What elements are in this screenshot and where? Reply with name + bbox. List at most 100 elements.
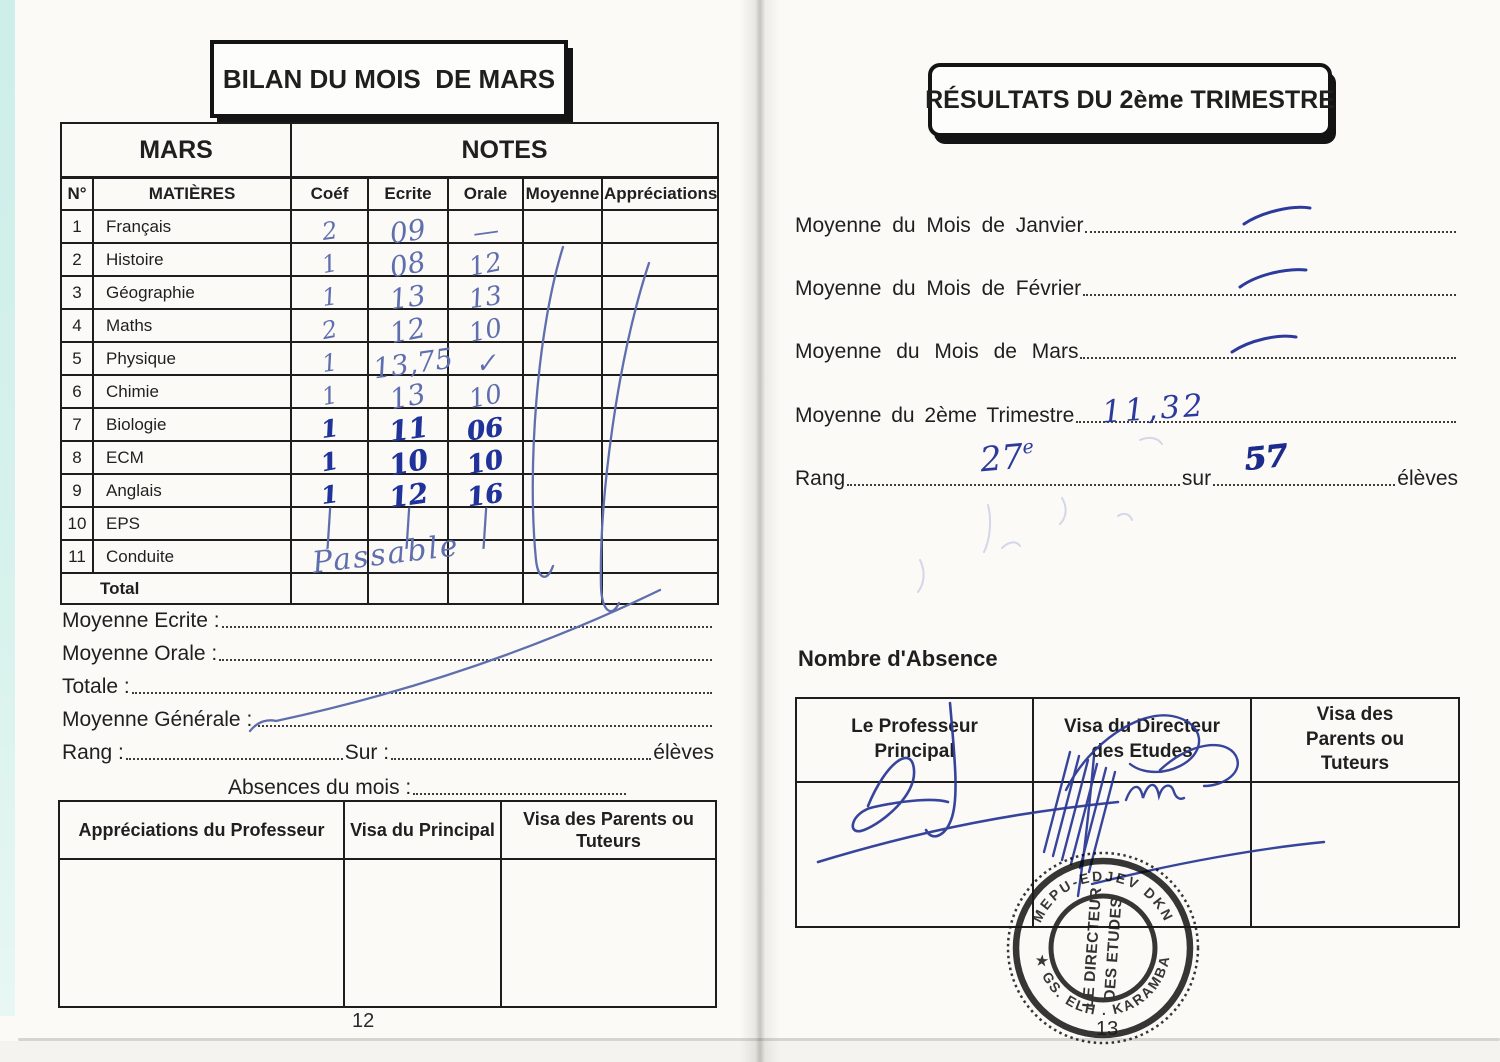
cell-orale: ✓: [447, 341, 525, 380]
cell-num: 9: [60, 473, 94, 508]
column-header-matieres: MATIÈRES: [91, 176, 293, 211]
signature-row: [795, 781, 1460, 929]
handwritten-coef: 1: [319, 412, 340, 445]
cell-subject: Histoire: [91, 242, 293, 277]
grades-table: MARS NOTES N° MATIÈRES Coéf Ecrite Orale…: [59, 122, 720, 605]
cell-coef: 2: [290, 308, 370, 346]
handwritten-coef: 1: [320, 282, 340, 312]
left-page-number: 12: [352, 1010, 375, 1032]
moyenne-orale-label: Moyenne Orale :: [62, 642, 218, 665]
column-header-orale: Orale: [447, 176, 525, 211]
cell-ecrite: 12: [367, 473, 450, 514]
cell-appreciations: [601, 440, 720, 475]
rang-number: 27: [978, 436, 1025, 481]
appreciations-cell: [58, 858, 345, 1008]
handwritten-coef: 1: [320, 348, 340, 378]
cell-appreciations: [601, 374, 720, 409]
rang-label: Rang :: [62, 741, 124, 764]
page-title: RÉSULTATS DU 2ème TRIMESTRE: [925, 85, 1335, 114]
handwritten-coef: 1: [319, 380, 340, 412]
header-visa-directeur: Visa du Directeur des Etudes: [1032, 696, 1252, 784]
moyenne-mars-label: Moyenne du Mois de Mars: [795, 340, 1079, 363]
cell-ecrite: 11: [367, 407, 450, 448]
cell-subject: Chimie: [91, 374, 293, 409]
svg-text:★ GS. ELH . KARAMBA: ★ GS. ELH . KARAMBA: [1033, 953, 1173, 1018]
header-professeur-principal: Le Professeur Principal: [795, 696, 1034, 784]
cell-orale: 16: [447, 473, 525, 513]
month-group-header: MARS: [59, 122, 293, 179]
cell-orale: 12: [447, 242, 525, 282]
dotted-rule: [125, 758, 343, 760]
rang-ordinal-suffix: e: [1021, 435, 1035, 459]
cell-appreciations: [601, 308, 720, 343]
cell-moyenne: [522, 209, 604, 244]
column-header-moyenne: Moyenne: [522, 176, 604, 211]
moyenne-ecrite-line: Moyenne Ecrite :: [62, 609, 714, 633]
cell-appreciations: [601, 275, 720, 310]
cell-orale: 10: [447, 374, 525, 414]
column-header-coef: Coéf: [290, 176, 370, 211]
cell-appreciations: [601, 209, 720, 244]
moyenne-generale-label: Moyenne Générale :: [62, 708, 253, 731]
dotted-rule: [847, 484, 1180, 486]
handwritten-coef: 2: [319, 314, 340, 346]
moyenne-generale-line: Moyenne Générale :: [62, 708, 714, 732]
column-header-ecrite: Ecrite: [367, 176, 450, 211]
handwritten-coef: 1: [318, 445, 341, 478]
cell-subject: Conduite: [91, 539, 293, 574]
subject-row: 5 Physique 1 13,75 ✓: [60, 341, 720, 385]
directeur-signature-cell: [1032, 781, 1252, 929]
cell-coef: 1: [290, 407, 370, 445]
right-page-title-box: RÉSULTATS DU 2ème TRIMESTRE: [925, 63, 1335, 137]
cell-appreciations: [601, 407, 720, 442]
dotted-rule: [219, 659, 712, 661]
header-visa-principal: Visa du Principal: [343, 800, 502, 860]
dotted-rule: [1085, 231, 1456, 233]
subject-row: 6 Chimie 1 13 10: [60, 374, 720, 416]
right-page-number: 13: [1096, 1018, 1119, 1040]
cell-num: 1: [60, 209, 94, 244]
subject-row: 1 Français 2 09 —: [60, 209, 720, 250]
rang-line-left: Rang : Sur : élèves: [62, 741, 714, 765]
stamp-ring-text-bottom: ★ GS. ELH . KARAMBA: [1033, 953, 1171, 1018]
cell-num: 11: [60, 539, 94, 574]
cell-orale: —: [447, 209, 525, 249]
header-row: Appréciations du Professeur Visa du Prin…: [58, 800, 717, 860]
cell-coef: /: [290, 499, 370, 556]
cell-orale: /: [447, 499, 525, 556]
absence-heading: Nombre d'Absence: [798, 646, 998, 671]
total-moyenne-cell: [522, 572, 604, 605]
cell-subject: Français: [91, 209, 293, 244]
left-page-title-box: BILAN DU MOIS DE MARS: [210, 40, 568, 118]
moyenne-ecrite-label: Moyenne Ecrite :: [62, 609, 220, 632]
absences-line: Absences du mois :: [228, 776, 628, 800]
column-header-appreciations: Appréciations: [601, 176, 720, 211]
header-visa-parents: Visa des Parents ou Tuteurs: [1250, 696, 1460, 784]
header-visa-parents: Visa des Parents ou Tuteurs: [500, 800, 717, 860]
handwritten-orale: —: [470, 214, 501, 249]
moyenne-trimestre-label: Moyenne du 2ème Trimestre: [795, 404, 1075, 427]
totale-label: Totale :: [62, 675, 130, 698]
absences-label: Absences du mois :: [228, 776, 412, 799]
handwritten-orale: ✓: [472, 347, 499, 380]
subject-row: 4 Maths 2 12 10: [60, 308, 720, 350]
cell-orale: 06: [447, 407, 525, 447]
cell-ecrite: 13: [367, 374, 450, 416]
cell-moyenne: [522, 440, 604, 475]
cell-ecrite: 12: [367, 308, 450, 350]
cell-coef: 1: [290, 374, 370, 412]
cell-coef: 1: [290, 242, 370, 279]
cell-moyenne: [522, 341, 604, 376]
cell-moyenne: [522, 374, 604, 409]
eleves-label: élèves: [653, 741, 714, 764]
subject-row: 10 EPS / / /: [60, 499, 720, 556]
scanner-background: [0, 1041, 1500, 1062]
rang-label: Rang: [795, 467, 846, 490]
cell-coef: 1: [290, 275, 370, 312]
cell-subject: Biologie: [91, 407, 293, 442]
cell-orale: [447, 539, 525, 574]
moyenne-janvier-label: Moyenne du Mois de Janvier: [795, 214, 1084, 237]
cell-ecrite: 13,75: [367, 341, 455, 385]
column-header-row: N° MATIÈRES Coéf Ecrite Orale Moyenne Ap…: [60, 176, 720, 211]
